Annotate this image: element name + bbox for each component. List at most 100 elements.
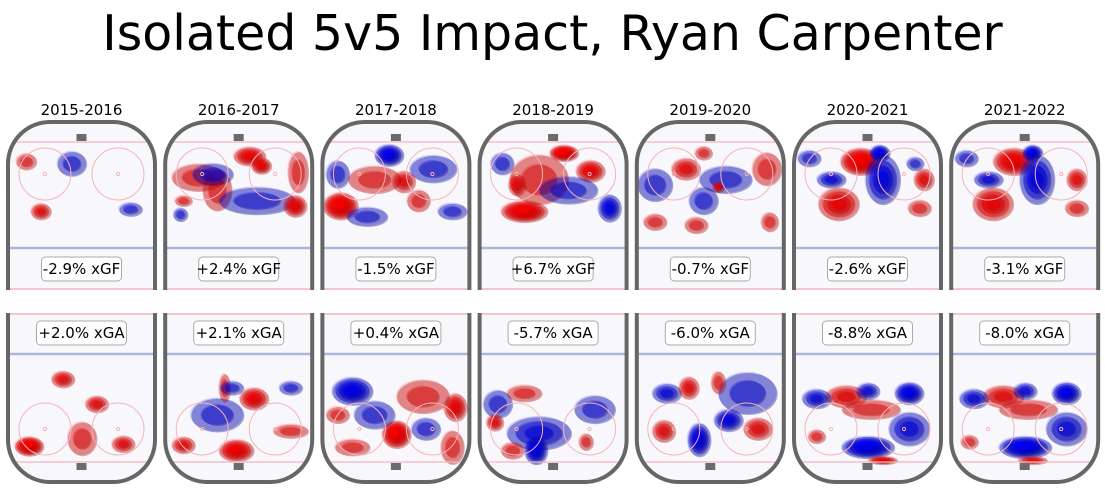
offense-hotspot bbox=[172, 207, 188, 221]
offense-hotspot bbox=[391, 170, 416, 193]
defense-hotspot bbox=[488, 394, 507, 413]
hotspot-shadow bbox=[112, 436, 136, 454]
hotspot-shadow bbox=[508, 174, 527, 197]
hotspot-shadow bbox=[1057, 422, 1077, 438]
faceoff-circle bbox=[248, 147, 302, 201]
hotspot-shadow bbox=[200, 168, 227, 182]
hotspot-shadow bbox=[582, 437, 592, 448]
defense-hotspot bbox=[677, 376, 699, 399]
defense-hotspot bbox=[830, 387, 861, 405]
defense-hotspot bbox=[651, 419, 676, 442]
defense-hotspot bbox=[224, 383, 239, 392]
defense-hotspot bbox=[958, 388, 988, 409]
offense-hotspot bbox=[820, 173, 842, 186]
xgf-stat-label: -0.7% xGF bbox=[672, 260, 749, 278]
defense-hotspot bbox=[279, 426, 302, 435]
offense-hotspot bbox=[325, 160, 349, 188]
offense-hotspot bbox=[643, 174, 666, 195]
season-panel-2015-2016: 2015-2016 -2.9% xGF +2.0% xGA bbox=[6, 101, 157, 484]
defense-hotspot bbox=[248, 394, 259, 403]
xgf-stat-box: -2.9% xGF bbox=[41, 256, 122, 282]
hotspot-shadow bbox=[495, 157, 511, 172]
hotspot-shadow bbox=[55, 373, 73, 387]
offense-hotspot bbox=[509, 176, 523, 193]
stat-box-frame bbox=[822, 320, 913, 346]
hotspot-shadow bbox=[410, 155, 458, 184]
hotspot-shadow bbox=[860, 385, 878, 398]
offense-hotspot bbox=[911, 202, 927, 213]
hotspot-shadow bbox=[978, 174, 1000, 187]
offense-hotspot bbox=[507, 173, 526, 196]
hotspot-shadow bbox=[730, 381, 767, 407]
offense-hotspot bbox=[642, 213, 667, 230]
offense-hotspot bbox=[418, 160, 448, 177]
hotspot-shadow bbox=[698, 149, 710, 159]
season-panel-2016-2017: 2016-2017 +2.4% xGF +2.1% xGA bbox=[163, 101, 315, 484]
hotspot-shadow bbox=[679, 377, 700, 400]
rink-boards bbox=[163, 313, 315, 484]
defense-hotspot bbox=[1016, 384, 1034, 397]
defense-hotspot bbox=[506, 384, 542, 402]
lower-half bbox=[477, 313, 629, 484]
hotspot-shadow bbox=[856, 383, 881, 401]
lower-ice bbox=[794, 313, 941, 482]
hotspot-shadow bbox=[443, 207, 463, 218]
hotspot-shadow bbox=[123, 205, 139, 215]
hotspot-shadow bbox=[982, 176, 996, 184]
hotspot-shadow bbox=[656, 386, 679, 402]
hotspot-shadow bbox=[31, 203, 52, 221]
offense-hotspot bbox=[538, 175, 598, 204]
hotspot-shadow bbox=[511, 177, 524, 194]
defense-hotspot bbox=[334, 438, 370, 456]
hotspot-shadow bbox=[825, 176, 839, 184]
lower-ice bbox=[479, 313, 627, 482]
hotspot-shadow bbox=[821, 174, 843, 187]
defense-hotspot bbox=[504, 444, 520, 456]
offense-hotspot bbox=[905, 156, 924, 171]
hotspot-shadow bbox=[284, 384, 299, 393]
hotspot-shadow bbox=[671, 158, 702, 181]
offense-hotspot bbox=[876, 150, 883, 155]
defense-hotspot bbox=[824, 384, 867, 408]
hotspot-shadow bbox=[714, 183, 724, 192]
offense-hotspot bbox=[698, 165, 752, 193]
defense-hotspot bbox=[987, 387, 1018, 405]
faceoff-circle bbox=[720, 147, 774, 201]
hotspot-shadow bbox=[682, 380, 697, 397]
faceoff-dot bbox=[273, 171, 278, 177]
upper-half bbox=[163, 120, 315, 290]
hotspot-shadow bbox=[695, 193, 714, 210]
offense-hotspot bbox=[406, 189, 430, 212]
hotspot-shadow bbox=[908, 200, 932, 218]
hotspot-shadow bbox=[675, 161, 698, 178]
offense-hotspot bbox=[713, 182, 722, 191]
offense-hotspot bbox=[670, 157, 701, 180]
faceoff-dot bbox=[430, 171, 435, 177]
hotspot-shadow bbox=[695, 146, 713, 161]
offense-hotspot bbox=[824, 175, 838, 183]
hotspot-shadow bbox=[718, 372, 778, 416]
faceoff-circle bbox=[877, 402, 931, 456]
hotspot-shadow bbox=[507, 385, 543, 403]
stat-box-frame bbox=[41, 256, 122, 282]
faceoff-circle bbox=[490, 402, 544, 456]
season-label: 2018-2019 bbox=[512, 101, 594, 119]
hotspot-shadow bbox=[910, 160, 922, 169]
hotspot-shadow bbox=[689, 220, 705, 231]
hotspot-shadow bbox=[192, 163, 235, 187]
defense-hotspot bbox=[416, 421, 435, 436]
upper-ice bbox=[479, 122, 627, 290]
offense-hotspot bbox=[199, 167, 225, 181]
defense-hotspot bbox=[746, 420, 768, 437]
faceoff-dot bbox=[901, 426, 907, 432]
defense-hotspot bbox=[966, 393, 980, 403]
offense-hotspot bbox=[711, 181, 724, 193]
hotspot-shadow bbox=[16, 154, 38, 171]
faceoff-circle bbox=[91, 402, 145, 456]
hotspot-shadow bbox=[761, 213, 780, 233]
rink-boards bbox=[6, 120, 157, 290]
hotspot-shadow bbox=[441, 431, 465, 465]
faceoff-circle bbox=[18, 147, 72, 201]
defense-hotspot bbox=[512, 387, 535, 398]
hotspot-shadow bbox=[51, 371, 76, 389]
